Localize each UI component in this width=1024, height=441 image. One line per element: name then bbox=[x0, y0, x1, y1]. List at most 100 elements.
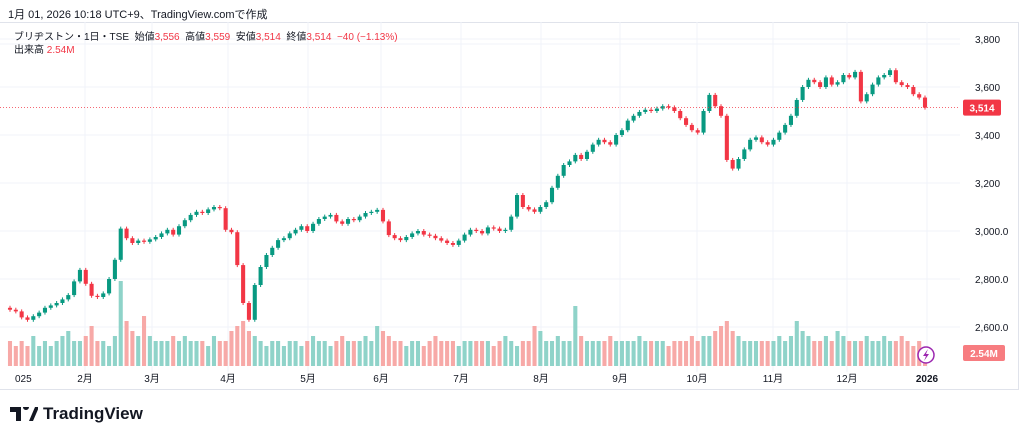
volume-bar bbox=[853, 341, 858, 366]
candle-body bbox=[532, 209, 537, 212]
volume-bar bbox=[614, 341, 619, 366]
volume-bar bbox=[893, 341, 898, 366]
volume-bar bbox=[625, 341, 630, 366]
candle-body bbox=[112, 259, 117, 279]
volume-bar bbox=[765, 341, 770, 366]
volume-bar bbox=[246, 331, 251, 366]
time-tick-label: 8月 bbox=[533, 373, 549, 385]
volume-bar bbox=[188, 341, 193, 366]
volume-bar bbox=[60, 336, 65, 366]
candle-body bbox=[415, 231, 421, 234]
volume-bar bbox=[654, 341, 659, 366]
candle-body bbox=[579, 154, 584, 159]
volume-bar bbox=[876, 341, 881, 366]
volume-bar bbox=[509, 341, 514, 366]
candle-body bbox=[718, 106, 724, 116]
volume-bar bbox=[672, 341, 677, 366]
volume-bar bbox=[223, 341, 228, 366]
candle-body bbox=[118, 228, 123, 260]
volume-bar bbox=[748, 341, 753, 366]
candle-body bbox=[602, 139, 607, 143]
candle-body bbox=[503, 229, 508, 231]
candle-body bbox=[246, 303, 251, 320]
last-price-badge bbox=[963, 99, 1001, 116]
candle-body bbox=[159, 233, 164, 237]
candle-body bbox=[858, 71, 863, 102]
candle-body bbox=[497, 228, 502, 231]
candle-body bbox=[480, 231, 485, 234]
candle-body bbox=[95, 295, 100, 297]
candle-body bbox=[841, 75, 846, 83]
candle-body bbox=[101, 293, 106, 297]
price-tick-label: 3,600 bbox=[975, 83, 1000, 94]
time-tick-label: 9月 bbox=[612, 373, 628, 385]
candle-body bbox=[783, 124, 788, 133]
candle-body bbox=[853, 71, 858, 78]
candle-body bbox=[713, 94, 718, 107]
candle-body bbox=[584, 151, 590, 159]
volume-bar bbox=[200, 341, 205, 366]
volume-bar bbox=[48, 346, 53, 366]
volume-bar bbox=[905, 341, 910, 366]
volume-bar bbox=[608, 336, 613, 366]
candle-body bbox=[485, 227, 490, 234]
candle-body bbox=[188, 214, 193, 221]
volume-bar bbox=[107, 346, 112, 366]
volume-bar bbox=[118, 281, 123, 366]
volume-bar bbox=[660, 341, 665, 366]
volume-bar bbox=[777, 336, 782, 366]
volume-bar bbox=[526, 341, 531, 366]
volume-bar bbox=[386, 336, 391, 366]
volume-bar bbox=[206, 346, 211, 366]
time-tick-label: 7月 bbox=[453, 373, 469, 385]
candle-body bbox=[619, 130, 624, 135]
volume-bar bbox=[887, 341, 893, 366]
volume-bar bbox=[707, 336, 712, 366]
candle-body bbox=[264, 255, 269, 267]
volume-bar bbox=[590, 341, 595, 366]
volume-bar bbox=[252, 336, 257, 366]
candle-body bbox=[281, 238, 286, 241]
volume-bar bbox=[95, 341, 100, 366]
volume-bar bbox=[42, 341, 48, 366]
volume-bar bbox=[72, 341, 77, 366]
volume-bar bbox=[532, 326, 537, 366]
volume-bar bbox=[491, 346, 496, 366]
volume-bar bbox=[235, 326, 240, 366]
candle-body bbox=[544, 202, 549, 207]
candle-body bbox=[19, 311, 24, 318]
volume-bar bbox=[759, 341, 764, 366]
candle-body bbox=[777, 132, 782, 140]
candle-body bbox=[229, 229, 234, 233]
candle-body bbox=[293, 229, 298, 234]
volume-bar bbox=[276, 341, 281, 366]
volume-bar bbox=[561, 341, 566, 366]
candle-body bbox=[637, 111, 642, 116]
candle-body bbox=[375, 209, 380, 212]
tradingview-logo[interactable]: TradingView bbox=[10, 404, 143, 424]
volume-bar bbox=[666, 346, 671, 366]
volume-bar bbox=[480, 341, 485, 366]
symbol-info: ブリヂストン・1日・TSE bbox=[14, 32, 130, 43]
candle-body bbox=[369, 211, 374, 213]
candle-body bbox=[468, 229, 473, 235]
candle-body bbox=[514, 195, 520, 217]
volume-bar bbox=[788, 336, 793, 366]
candle-body bbox=[305, 226, 310, 231]
volume-bar bbox=[340, 336, 345, 366]
time-tick-label: 12月 bbox=[836, 373, 857, 385]
volume-bar bbox=[701, 336, 706, 366]
candle-body bbox=[386, 221, 391, 236]
volume-bar bbox=[101, 341, 106, 366]
candle-body bbox=[427, 234, 432, 236]
candle-body bbox=[788, 115, 793, 125]
volume-bar bbox=[142, 316, 147, 366]
low-value: 3,514 bbox=[255, 32, 281, 43]
candle-body bbox=[340, 221, 345, 224]
candle-body bbox=[654, 108, 659, 111]
volume-bar bbox=[835, 331, 840, 366]
last-volume-badge bbox=[963, 345, 1005, 361]
candle-body bbox=[328, 214, 333, 217]
candle-body bbox=[608, 142, 613, 145]
